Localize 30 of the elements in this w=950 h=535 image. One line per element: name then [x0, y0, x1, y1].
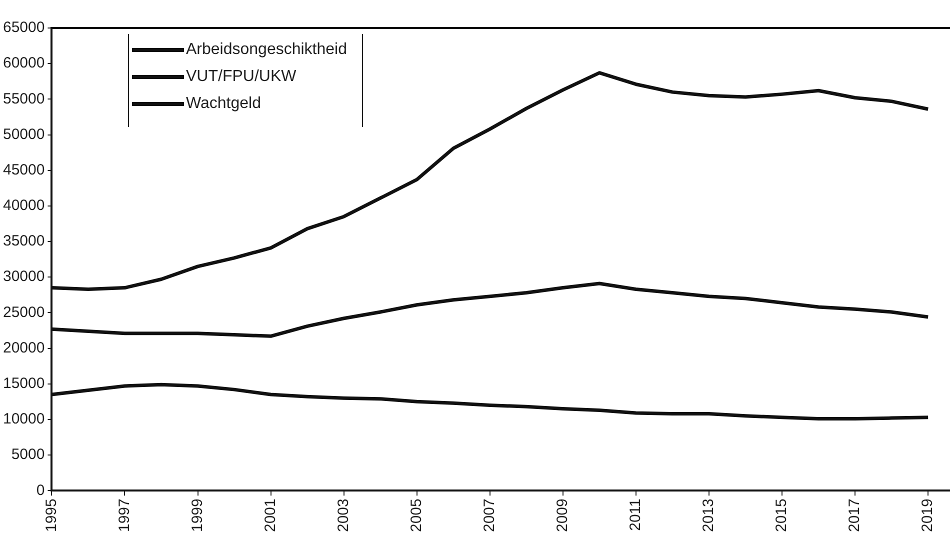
y-tick-label: 45000 — [2, 161, 45, 178]
x-tick-label: 2007 — [481, 498, 498, 532]
x-tick-label: 2019 — [919, 498, 936, 532]
y-tick-label: 20000 — [2, 339, 45, 356]
x-tick-label: 2013 — [700, 498, 718, 532]
x-tick-label: 1997 — [116, 498, 133, 532]
y-tick-label: 50000 — [2, 126, 45, 143]
x-tick-label: 1999 — [188, 498, 206, 532]
y-tick-label: 65000 — [2, 19, 45, 36]
y-tick-label: 35000 — [2, 232, 45, 250]
x-tick-label: 2009 — [554, 498, 572, 532]
legend-label: Arbeidsongeschiktheid — [186, 40, 347, 58]
y-tick-label: 10000 — [2, 410, 45, 428]
x-tick-label: 2001 — [262, 498, 279, 532]
x-tick-label: 1995 — [42, 498, 60, 532]
legend-label: Wachtgeld — [186, 94, 261, 112]
y-tick-label: 55000 — [2, 90, 45, 108]
x-tick-label: 2005 — [408, 498, 426, 532]
legend-label: VUT/FPU/UKW — [186, 68, 296, 86]
y-tick-label: 30000 — [2, 268, 45, 286]
y-tick-label: 60000 — [2, 54, 45, 72]
y-tick-label: 0 — [36, 482, 45, 499]
y-tick-label: 5000 — [11, 446, 45, 464]
x-tick-label: 2011 — [627, 498, 644, 531]
y-tick-label: 15000 — [2, 375, 45, 392]
y-tick-label: 25000 — [2, 304, 45, 321]
x-tick-label: 2003 — [334, 498, 352, 532]
x-tick-label: 2017 — [846, 498, 864, 532]
x-tick-label: 2015 — [773, 498, 790, 532]
y-tick-label: 40000 — [2, 197, 45, 214]
